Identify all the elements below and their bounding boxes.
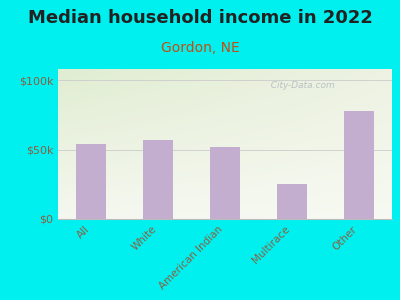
Bar <box>76 144 106 219</box>
Bar <box>143 140 173 219</box>
Bar <box>277 184 307 219</box>
Bar <box>344 111 374 219</box>
Text: City-Data.com: City-Data.com <box>265 81 335 90</box>
Text: Median household income in 2022: Median household income in 2022 <box>28 9 372 27</box>
Bar <box>210 147 240 219</box>
Text: Gordon, NE: Gordon, NE <box>161 40 239 55</box>
